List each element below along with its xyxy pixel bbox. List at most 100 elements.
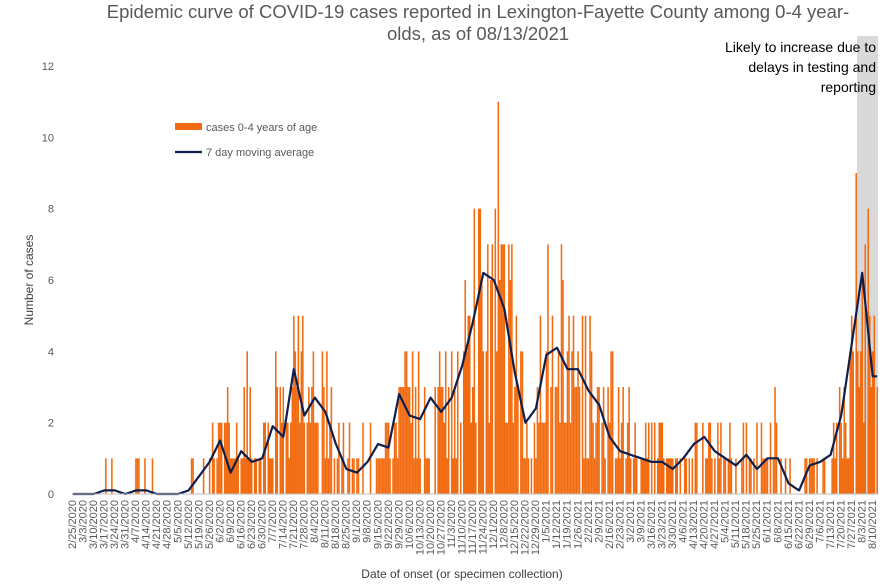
- case-bar: [834, 458, 836, 494]
- x-tick-label: 9/22/2020: [383, 500, 395, 549]
- case-bar: [514, 387, 516, 494]
- case-bar: [380, 458, 382, 494]
- case-bar: [502, 244, 504, 494]
- x-tick-label: 5/4/2021: [720, 500, 732, 543]
- annotation-line3: reporting: [821, 79, 876, 95]
- x-tick-label: 7/27/2021: [846, 500, 858, 549]
- case-bar: [596, 387, 599, 494]
- case-bar: [723, 458, 725, 494]
- x-tick-label: 4/21/2020: [151, 500, 163, 549]
- case-bar: [523, 458, 525, 494]
- case-bar: [526, 422, 528, 494]
- case-bar: [563, 422, 566, 494]
- case-bar: [291, 387, 294, 494]
- case-bar: [478, 208, 480, 495]
- x-tick-label: 6/1/2021: [762, 500, 774, 543]
- case-bar: [425, 458, 427, 494]
- case-bar: [423, 387, 426, 494]
- case-bar: [314, 422, 316, 494]
- y-tick-label: 8: [48, 204, 54, 216]
- case-bar: [411, 351, 414, 494]
- case-bar: [356, 458, 358, 494]
- case-bar: [632, 458, 635, 494]
- x-tick-label: 6/15/2021: [783, 500, 795, 549]
- case-bar: [398, 387, 400, 494]
- case-bar: [572, 315, 575, 494]
- case-bar: [688, 458, 691, 494]
- case-bar: [604, 458, 606, 494]
- case-bar: [810, 458, 812, 494]
- case-bar: [813, 458, 815, 494]
- case-bar: [482, 351, 485, 494]
- case-bar: [217, 422, 220, 494]
- case-bar: [559, 422, 561, 494]
- x-tick-label: 5/11/2021: [730, 500, 742, 548]
- x-tick-label: 2/16/2021: [604, 500, 616, 549]
- case-bar: [520, 351, 522, 494]
- case-bar: [515, 315, 518, 494]
- x-tick-label: 12/8/2020: [499, 500, 511, 549]
- x-tick-label: 6/30/2020: [257, 500, 269, 549]
- case-bar: [244, 458, 247, 494]
- case-bar: [396, 458, 399, 494]
- case-bar: [665, 458, 668, 494]
- case-bar: [873, 315, 876, 494]
- case-bar: [488, 422, 491, 494]
- case-bar: [822, 458, 824, 494]
- case-bar: [404, 351, 406, 494]
- case-bar: [589, 315, 591, 494]
- case-bar: [760, 422, 763, 494]
- x-tick-label: 2/9/2021: [593, 500, 605, 543]
- case-bar: [387, 422, 390, 494]
- case-bar: [285, 422, 288, 494]
- case-bar: [840, 422, 842, 494]
- case-bar: [220, 422, 223, 494]
- case-bar: [213, 458, 215, 494]
- case-bar: [428, 458, 430, 494]
- case-bar: [392, 458, 394, 494]
- case-bar: [232, 458, 235, 494]
- case-bar: [475, 422, 477, 494]
- case-bar: [459, 422, 462, 494]
- case-bar: [293, 315, 295, 494]
- case-bar: [348, 422, 351, 494]
- x-tick-label: 5/18/2021: [741, 500, 753, 549]
- case-bar: [279, 387, 282, 494]
- case-bar: [855, 173, 857, 494]
- case-bar: [511, 244, 513, 494]
- case-bar: [831, 458, 833, 494]
- case-bar: [223, 422, 226, 494]
- x-tick-label: 7/14/2020: [278, 500, 290, 549]
- case-bar: [216, 458, 218, 494]
- case-bar: [545, 351, 548, 494]
- case-bar: [401, 387, 403, 494]
- case-bar: [297, 315, 300, 494]
- case-bar: [290, 422, 292, 494]
- case-bar: [399, 387, 402, 494]
- case-bar: [720, 422, 722, 494]
- case-bar: [208, 458, 211, 494]
- case-bar: [315, 422, 318, 494]
- y-axis-label: Number of cases: [22, 235, 36, 326]
- case-bar: [662, 458, 665, 494]
- x-tick-label: 8/3/2021: [857, 500, 869, 543]
- case-bar: [231, 458, 233, 494]
- case-bar: [735, 458, 737, 494]
- case-bar: [762, 458, 764, 494]
- case-bar: [494, 208, 497, 495]
- x-tick-label: 1/19/2021: [562, 500, 574, 549]
- case-bar: [487, 244, 489, 494]
- case-bar: [243, 387, 245, 494]
- case-bar: [309, 422, 312, 494]
- case-bar: [640, 458, 642, 494]
- case-bar: [574, 387, 576, 494]
- case-bar: [539, 315, 542, 494]
- case-bar: [706, 458, 709, 494]
- x-tick-label: 6/29/2021: [804, 500, 816, 549]
- case-bar: [656, 458, 659, 494]
- case-bar: [550, 387, 552, 494]
- case-bar: [557, 351, 560, 494]
- case-bar: [268, 458, 271, 494]
- case-bars: [105, 101, 879, 495]
